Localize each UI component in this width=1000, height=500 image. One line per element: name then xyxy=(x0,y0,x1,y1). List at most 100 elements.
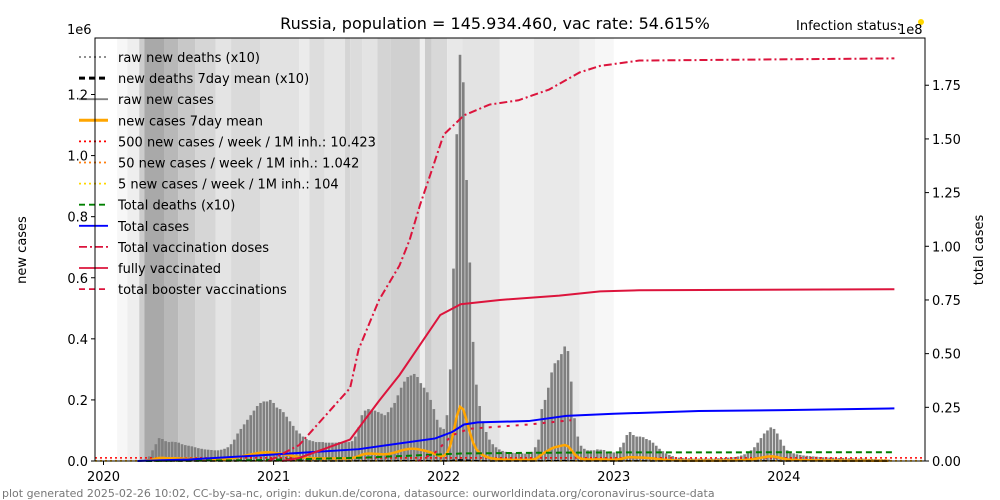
new-cases-bar xyxy=(632,435,635,461)
right-axis-ticks: 0.00 0.25 0.50 0.75 1.00 1.25 1.50 1.75 xyxy=(925,79,961,470)
new-cases-bar xyxy=(311,441,315,461)
new-cases-bar xyxy=(811,456,815,461)
left-axis-label: new cases xyxy=(15,216,30,284)
new-cases-bar xyxy=(174,442,177,461)
new-cases-bar xyxy=(200,448,203,461)
new-cases-bar xyxy=(592,450,596,461)
new-cases-bar xyxy=(547,387,550,461)
new-cases-bar xyxy=(808,456,812,461)
status-band xyxy=(533,38,580,461)
left-axis-ticks: 0.0 0.2 0.4 0.6 0.8 1.0 1.2 xyxy=(67,89,95,470)
new-cases-bar xyxy=(409,375,413,461)
x-tick-label: 2024 xyxy=(767,470,800,485)
new-cases-bar xyxy=(206,449,210,461)
legend-label: raw new cases xyxy=(118,93,214,108)
legend-label: new deaths 7day mean (x10) xyxy=(118,72,309,87)
new-cases-bar xyxy=(573,418,576,461)
legend-label: raw new deaths (x10) xyxy=(118,51,260,66)
new-cases-bar xyxy=(386,412,390,461)
right-tick-label: 0.25 xyxy=(932,401,961,416)
weekly-new-cases-bars xyxy=(144,54,890,462)
new-cases-bar xyxy=(560,354,563,461)
new-cases-bar xyxy=(465,180,468,461)
chart-title: Russia, population = 145.934.460, vac ra… xyxy=(280,14,710,33)
legend-label: new cases 7day mean xyxy=(118,114,263,129)
total-cases-line xyxy=(137,407,895,462)
new-cases-bar xyxy=(393,402,396,461)
new-cases-bar xyxy=(596,449,599,461)
new-cases-bar xyxy=(605,451,609,461)
status-band xyxy=(117,38,128,461)
new-cases-bar xyxy=(661,451,665,461)
status-band xyxy=(231,38,260,461)
new-cases-bar xyxy=(282,412,285,461)
status-band xyxy=(299,38,310,461)
infection-status-label: Infection status: xyxy=(796,19,901,34)
status-band xyxy=(595,38,614,461)
new-cases-bar xyxy=(249,415,252,461)
new-cases-bar xyxy=(223,448,226,461)
new-cases-bar xyxy=(239,428,243,461)
new-cases-bar xyxy=(376,412,380,461)
new-cases-bar xyxy=(730,457,733,461)
new-cases-bar xyxy=(651,442,655,461)
left-tick-label: 1.2 xyxy=(67,89,88,104)
status-band xyxy=(144,38,165,461)
new-cases-bar xyxy=(569,381,573,461)
new-cases-bar xyxy=(789,452,792,461)
right-tick-label: 0.00 xyxy=(932,455,961,470)
left-tick-label: 0.6 xyxy=(67,272,88,287)
status-band xyxy=(462,38,500,461)
new-cases-bar xyxy=(203,449,207,461)
status-band xyxy=(447,38,463,461)
new-cases-bar xyxy=(435,419,439,461)
new-cases-bar xyxy=(533,447,537,461)
new-cases-bar xyxy=(759,438,763,461)
new-cases-7day-mean-line xyxy=(145,404,889,463)
new-cases-bar xyxy=(380,413,383,461)
new-cases-bar xyxy=(566,351,570,461)
total-vaccination-doses-line xyxy=(268,57,895,462)
left-tick-label: 0.8 xyxy=(67,211,88,226)
new-cases-bar xyxy=(226,447,230,461)
new-cases-bar xyxy=(390,407,393,461)
new-cases-bar xyxy=(357,427,360,461)
new-cases-bar xyxy=(272,402,275,461)
new-cases-bar xyxy=(373,410,377,461)
new-cases-bar xyxy=(383,415,387,461)
new-cases-bar xyxy=(210,450,213,461)
new-cases-bar xyxy=(455,134,459,461)
new-cases-bar xyxy=(344,442,347,461)
new-cases-bar xyxy=(641,437,645,461)
new-cases-bar xyxy=(779,439,782,461)
status-band xyxy=(259,38,300,461)
new-cases-bar xyxy=(432,409,436,461)
new-cases-bar xyxy=(216,450,220,461)
new-cases-bar xyxy=(540,409,544,461)
new-cases-bar xyxy=(154,444,158,461)
new-cases-bar xyxy=(246,419,249,461)
new-cases-bar xyxy=(452,268,455,461)
new-cases-bar xyxy=(563,346,566,461)
new-cases-bar xyxy=(514,453,517,461)
new-cases-bar xyxy=(190,446,194,461)
footer-credit: plot generated 2025-02-26 10:02, CC-by-s… xyxy=(2,487,715,500)
new-cases-bar xyxy=(583,448,586,461)
new-cases-bar xyxy=(733,457,737,461)
new-cases-bar xyxy=(589,450,593,461)
new-cases-bar xyxy=(439,427,442,461)
new-cases-bar xyxy=(576,436,580,461)
status-band xyxy=(178,38,196,461)
new-cases-bar xyxy=(265,401,269,461)
new-cases-bar xyxy=(749,450,753,461)
new-cases-bar xyxy=(360,415,364,461)
new-cases-bar xyxy=(170,441,174,461)
new-cases-bar xyxy=(429,399,432,461)
total-deaths-line xyxy=(146,451,895,462)
new-cases-bar xyxy=(556,360,560,461)
status-band xyxy=(424,38,432,461)
new-cases-bar xyxy=(743,454,746,461)
new-cases-bar xyxy=(471,341,475,461)
legend-label: Total cases xyxy=(117,220,189,235)
new-cases-bar xyxy=(658,448,661,461)
